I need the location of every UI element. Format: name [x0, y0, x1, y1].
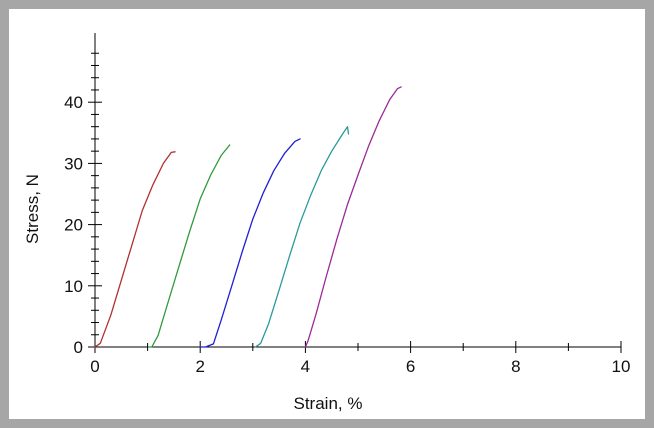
series-line-4 [254, 126, 350, 348]
x-tick-label: 6 [406, 357, 415, 376]
y-tick-label: 40 [64, 93, 83, 112]
y-tick-label: 30 [64, 154, 83, 173]
chart-frame: 0 2 4 6 8 10 0 10 20 30 40 Strain, % Stress, N [9, 9, 645, 419]
stress-strain-chart: 0 2 4 6 8 10 0 10 20 30 40 Strain, % Stress, N [23, 33, 630, 413]
y-tick-label: 20 [64, 216, 83, 235]
tick-labels: 0 2 4 6 8 10 0 10 20 30 40 [64, 93, 630, 376]
x-tick-label: 4 [301, 357, 310, 376]
y-tick-label: 10 [64, 277, 83, 296]
ticks [88, 52, 622, 353]
series-line-3 [199, 138, 301, 348]
y-tick-label: 0 [74, 338, 83, 357]
x-tick-label: 8 [511, 357, 520, 376]
series-curves [94, 86, 402, 348]
axes [94, 33, 621, 348]
x-axis-title: Strain, % [294, 394, 363, 413]
x-tick-label: 2 [195, 357, 204, 376]
x-tick-label: 0 [90, 357, 99, 376]
series-line-2 [148, 144, 231, 348]
series-line-1 [94, 151, 176, 348]
y-axis-title: Stress, N [23, 174, 42, 244]
x-tick-label: 10 [612, 357, 631, 376]
series-line-5 [304, 86, 402, 348]
